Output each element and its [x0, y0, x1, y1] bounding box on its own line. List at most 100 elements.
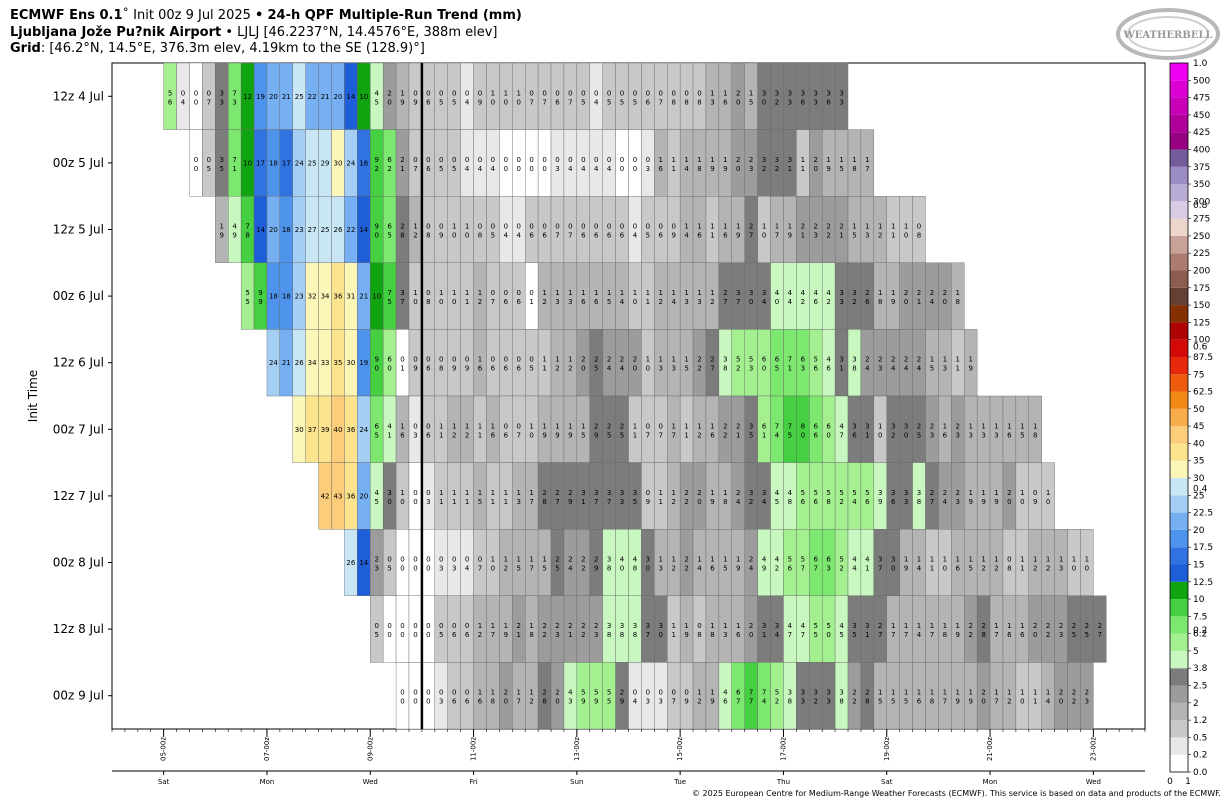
cell-value-label: 0	[439, 223, 443, 231]
cell-value-label: 1	[930, 356, 934, 364]
cell-value-label: 1	[968, 422, 972, 430]
cell-value-label: 4	[813, 289, 818, 297]
cell-value-label: 0	[671, 689, 675, 697]
cell-value-label: 30	[295, 426, 304, 434]
cell-value-label: 2	[839, 223, 843, 231]
cell-value-label: 2	[542, 622, 546, 630]
cell-value-label: 3	[439, 565, 443, 573]
cell-value-label: 0	[646, 565, 650, 573]
cell-value-label: 0	[452, 622, 456, 630]
cell-value-label: 1	[517, 631, 521, 639]
cell-value-label: 7	[878, 565, 882, 573]
cell-value-label: 4	[581, 165, 586, 173]
cell-value-label: 6	[956, 565, 961, 573]
cell-value-label: 7	[788, 422, 792, 430]
colorbar-segment	[1170, 633, 1188, 651]
cell-value-label: 2	[749, 498, 753, 506]
cell-value-label: 6	[426, 165, 431, 173]
cell-value-label: 9	[374, 356, 378, 364]
cell-value-label: 0	[439, 89, 443, 97]
cell-value-label: 1	[671, 289, 675, 297]
grid-line: Grid: [46.2°N, 14.5°E, 376.3m elev, 4.19…	[10, 40, 425, 57]
cell-value-label: 0	[568, 156, 572, 164]
cell-value-label: 21	[282, 359, 291, 367]
cell-value-label: 6	[400, 431, 405, 439]
cell-value-label: 3	[839, 98, 843, 106]
cell-value-label: 0	[400, 498, 404, 506]
cell-value-label: 1	[491, 498, 495, 506]
cell-value-label: 1	[1007, 422, 1011, 430]
cell-value-label: 0	[517, 156, 521, 164]
cell-value-label: 4	[1046, 698, 1051, 706]
cell-value-label: 22	[308, 93, 317, 101]
cell-value-label: 6	[826, 422, 831, 430]
cell-value-label: 2	[400, 156, 404, 164]
cell-value-label: 1	[723, 156, 727, 164]
cell-value-label: 2	[736, 489, 740, 497]
colorbar-tick-label: 62.5	[1193, 388, 1213, 398]
cell-value-label: 2	[917, 356, 921, 364]
cell-value-label: 7	[400, 298, 404, 306]
cell-value-label: 6	[943, 431, 948, 439]
cell-value-label: 18	[282, 226, 291, 234]
cell-value-label: 6	[813, 498, 818, 506]
colorbar-tick-label: 15	[1193, 560, 1204, 570]
cell-value-label: 0	[646, 689, 650, 697]
cell-value-label: 0	[646, 489, 650, 497]
colorbar-segment	[1170, 581, 1188, 600]
cell-value-label: 2	[478, 631, 482, 639]
cell-value-label: 2	[581, 356, 585, 364]
cell-value-label: 2	[749, 556, 753, 564]
cell-value-label: 0	[581, 365, 585, 373]
cell-value-label: 16	[359, 159, 368, 167]
cell-value-label: 4	[839, 422, 844, 430]
cell-value-label: 1	[659, 356, 663, 364]
cell-value-label: 0	[607, 156, 611, 164]
cell-value-label: 4	[620, 298, 625, 306]
cell-value-label: 3	[517, 498, 521, 506]
cell-value-label: 5	[439, 631, 443, 639]
colorbar-segment	[1170, 149, 1188, 167]
cell-value-label: 1	[478, 689, 482, 697]
cell-value-label: 2	[904, 289, 908, 297]
cell-value-label: 2	[620, 422, 624, 430]
cell-value-label: 2	[930, 489, 934, 497]
cell-value-label: 9	[620, 698, 624, 706]
cell-value-label: 1	[439, 289, 443, 297]
cell-value-label: 1	[788, 365, 792, 373]
cell-value-label: 5	[839, 489, 843, 497]
cell-value-label: 2	[801, 223, 805, 231]
cell-value-label: 8	[607, 565, 611, 573]
cell-value-label: 6	[736, 631, 741, 639]
cell-value-label: 1	[646, 356, 650, 364]
cell-value-label: 7	[568, 98, 572, 106]
cell-value-label: 2	[839, 498, 843, 506]
cell-value-label: 6	[620, 232, 625, 240]
colorbar-tick-label: 2.5	[1193, 682, 1207, 692]
cell-value-label: 0	[581, 89, 585, 97]
cell-value-label: 7	[555, 498, 559, 506]
cell-value-label: 8	[620, 631, 624, 639]
cell-value-label: 5	[1072, 631, 1076, 639]
cell-value-label: 3	[659, 698, 663, 706]
cell-value-label: 1	[968, 356, 972, 364]
colorbar-tick-label: 10	[1193, 595, 1205, 605]
cell-value-label: 8	[865, 698, 869, 706]
colorbar-segment	[1170, 322, 1188, 340]
cell-value-label: 5	[968, 565, 972, 573]
colorbar-segment	[1170, 616, 1188, 634]
cell-value-label: 0	[465, 622, 469, 630]
cell-value-label: 8	[697, 165, 701, 173]
cell-value-label: 7	[749, 689, 753, 697]
cell-value-label: 3	[1059, 631, 1063, 639]
qpf-cell	[1093, 595, 1107, 663]
cell-value-label: 2	[374, 556, 378, 564]
cell-value-label: 2	[684, 489, 688, 497]
cell-value-label: 0	[452, 156, 456, 164]
cell-value-label: 3	[775, 156, 779, 164]
location-line: Ljubljana Jože Pu?nik Airport • LJLJ [46…	[10, 24, 498, 41]
cell-value-label: 6	[168, 98, 173, 106]
cell-value-label: 7	[245, 223, 249, 231]
colorbar-tick-label: 40	[1193, 439, 1205, 449]
